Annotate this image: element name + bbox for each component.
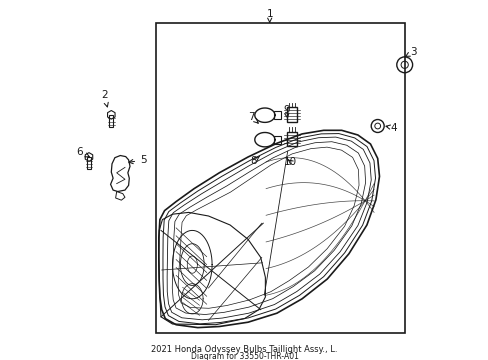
- Text: 4: 4: [385, 123, 396, 133]
- Text: 5: 5: [129, 155, 146, 165]
- Text: Diagram for 33550-THR-A01: Diagram for 33550-THR-A01: [190, 352, 298, 360]
- Text: 2: 2: [101, 90, 108, 107]
- Text: 1: 1: [266, 9, 272, 22]
- Text: 6: 6: [76, 147, 89, 157]
- Text: 9: 9: [283, 105, 289, 118]
- Text: 2021 Honda Odyssey Bulbs Taillight Assy., L.: 2021 Honda Odyssey Bulbs Taillight Assy.…: [151, 346, 337, 354]
- Text: 7: 7: [248, 112, 258, 123]
- Text: 8: 8: [250, 156, 259, 166]
- Text: 3: 3: [404, 47, 416, 57]
- Text: 10: 10: [284, 157, 297, 167]
